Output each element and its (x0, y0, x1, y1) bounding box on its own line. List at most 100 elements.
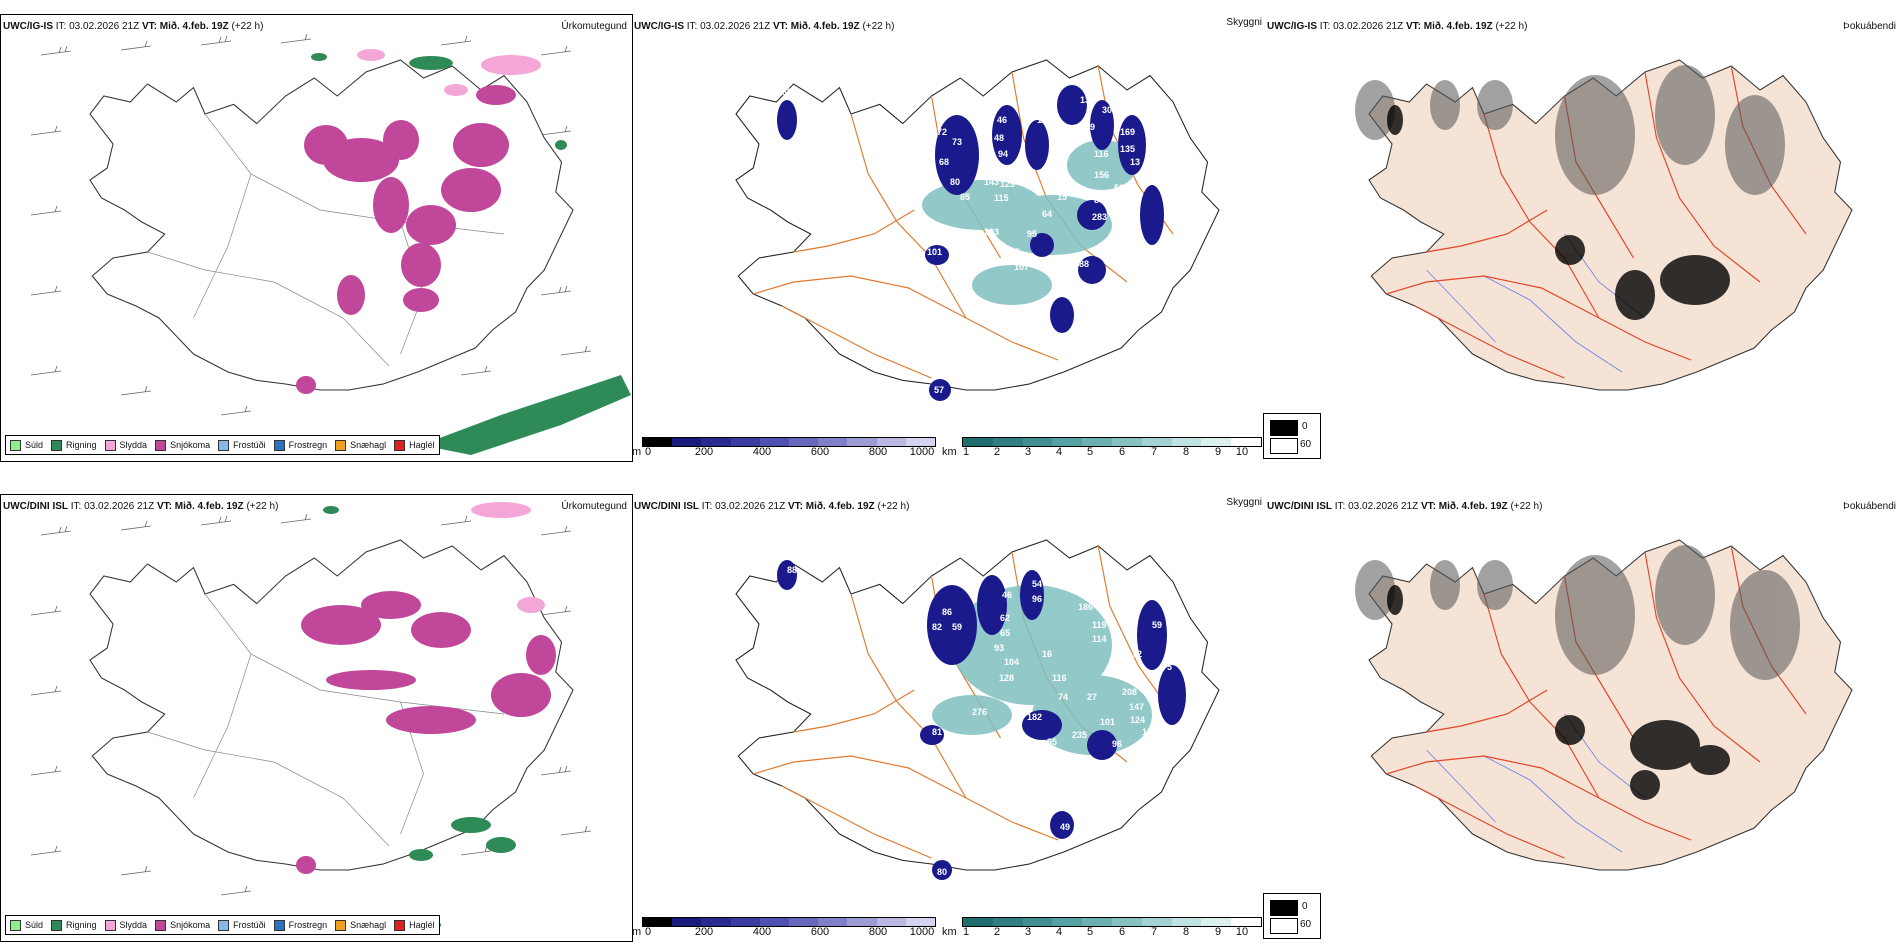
fog-map-1 (1355, 59, 1853, 391)
legend-item-frostudi: Frostúði (218, 439, 266, 451)
cloudbase-colorbar-1: m 0 200 400 600 800 1000 (632, 437, 937, 471)
vis-label: 92 (1027, 102, 1037, 112)
vis-label: 104 (1004, 657, 1019, 667)
visibility-title-2: Skyggni (1226, 497, 1262, 508)
vis-label: 105 (972, 105, 987, 115)
vis-label: 235 (1072, 730, 1087, 740)
legend-item-snaehagl: Snæhagl (335, 439, 386, 451)
vis-label: 48 (994, 133, 1004, 143)
vis-label: 16 (1042, 649, 1052, 659)
vis-label: 88 (787, 565, 797, 575)
vis-label: 52 (1114, 183, 1124, 193)
visibility-colorbar-2: km 1 2 3 4 5 6 7 8 9 10 (942, 917, 1264, 951)
vis-label: 85 (960, 192, 970, 202)
vis-label: 172 (1127, 649, 1142, 659)
cloudbase-colorbar-2: m 0 200 400 600 800 1000 (632, 917, 937, 951)
vis-label: 120 (1037, 115, 1052, 125)
lead-time: (+22 h) (231, 21, 264, 32)
vis-label: 80 (950, 177, 960, 187)
precip-panel-frame-2 (0, 494, 633, 942)
vis-label: 182 (1110, 197, 1125, 207)
legend-item-frostregn: Frostregn (273, 919, 327, 931)
vis-label: 252 (1072, 572, 1087, 582)
vt-label: VT: (141, 21, 157, 32)
vis-label: 101 (1142, 749, 1157, 759)
fog-header-2: UWC/DINI ISL IT: 03.02.2026 21Z VT: Mið.… (1267, 501, 1543, 512)
vis-label: 80 (782, 87, 792, 97)
vis-label: 81 (932, 727, 942, 737)
visibility-values-1: 80 86 72 73 68 80 85 105 143 129 115 46 … (782, 87, 1144, 395)
vis-label: 96 (1112, 739, 1122, 749)
vis-label: 82 (932, 622, 942, 632)
vis-label: 169 (1120, 127, 1135, 137)
vis-label: 143 (984, 177, 999, 187)
legend-item-sudd: Súld (10, 439, 43, 451)
vis-label: 46 (997, 115, 1007, 125)
visibility-map-2: 88 22 86 82 59 54 46 96 62 65 252 186 11… (735, 539, 1220, 880)
vis-label: 388 (1074, 259, 1089, 269)
vis-label: 95 (1027, 229, 1037, 239)
fog-legend-1: 0 60 (1263, 413, 1321, 459)
vis-label: 101 (927, 247, 942, 257)
precip-title-2: Úrkomutegund (561, 501, 627, 512)
visibility-colorbar-1: km 1 2 3 4 5 6 7 8 9 10 (942, 437, 1264, 471)
vis-label: 68 (939, 157, 949, 167)
legend-item-frostregn: Frostregn (273, 439, 327, 451)
precip-title-1: Úrkomutegund (561, 21, 627, 32)
legend-item-rigning: Rigning (51, 439, 97, 451)
vis-label: 203 (984, 227, 999, 237)
it-label: IT: (55, 21, 67, 32)
vt-value: Mið. 4.feb. 19Z (159, 21, 229, 32)
precip-header-2: UWC/DINI ISL IT: 03.02.2026 21Z VT: Mið.… (3, 501, 279, 512)
vis-label: 64 (1042, 209, 1052, 219)
precip-panel-frame-1 (0, 14, 633, 462)
vis-label: 54 (1032, 579, 1042, 589)
vis-label: 86 (942, 607, 952, 617)
legend-item-slydda: Slydda (104, 919, 147, 931)
vis-label: 65 (1000, 628, 1010, 638)
vis-label: 15 (1057, 192, 1067, 202)
vis-label: 94 (998, 149, 1008, 159)
vis-label: 124 (1130, 715, 1145, 725)
legend-item-rigning: Rigning (51, 919, 97, 931)
visibility-values-2: 88 22 86 82 59 54 46 96 62 65 252 186 11… (787, 565, 1172, 877)
vis-label: 147 (1129, 702, 1144, 712)
visibility-header-1: UWC/IG-IS IT: 03.02.2026 21Z VT: Mið. 4.… (634, 21, 895, 32)
fog-legend-2: 0 60 (1263, 893, 1321, 939)
vis-label: 46 (1002, 590, 1012, 600)
precip-panel-2: UWC/DINI ISL IT: 03.02.2026 21Z VT: Mið.… (1, 495, 631, 940)
vis-label: 186 (1052, 170, 1067, 180)
vis-label: 73 (1094, 295, 1104, 305)
vis-label: 30 (1102, 105, 1112, 115)
legend-item-snjokoma: Snjókoma (155, 439, 210, 451)
fog-title-2: Þokuábendi (1843, 501, 1896, 512)
legend-item-sudd: Súld (10, 919, 43, 931)
vis-label: 179 (1080, 122, 1095, 132)
vis-label: 115 (994, 193, 1009, 203)
precip-map-1 (30, 33, 631, 455)
legend-item-snaehagl: Snæhagl (335, 919, 386, 931)
legend-item-snjokoma: Snjókoma (155, 919, 210, 931)
fog-header-1: UWC/IG-IS IT: 03.02.2026 21Z VT: Mið. 4.… (1267, 21, 1528, 32)
vis-label: 283 (1092, 212, 1107, 222)
fog-panel-1: UWC/IG-IS IT: 03.02.2026 21Z VT: Mið. 4.… (1265, 15, 1900, 460)
vis-label: 22 (817, 597, 827, 607)
legend-item-frostudi: Frostúði (218, 919, 266, 931)
vis-label: 116 (1094, 149, 1109, 159)
vis-label: 96 (1032, 594, 1042, 604)
vis-label: 121 (1052, 260, 1067, 270)
vis-label: 75 (1162, 662, 1172, 672)
vis-label: 182 (1027, 712, 1042, 722)
it-value: 03.02.2026 21Z (69, 21, 140, 32)
vis-label: 70 (1134, 257, 1144, 267)
vis-label: 80 (937, 867, 947, 877)
fog-panel-2: UWC/DINI ISL IT: 03.02.2026 21Z VT: Mið.… (1265, 495, 1900, 940)
vis-label: 95 (1092, 772, 1102, 782)
vis-label: 86 (802, 117, 812, 127)
vis-label: 129 (1000, 179, 1015, 189)
vis-label: 107 (1014, 262, 1029, 272)
vis-label: 101 (1100, 717, 1115, 727)
vis-label: 62 (1000, 613, 1010, 623)
precip-legend-2: Súld Rigning Slydda Snjókoma Frostúði Fr… (5, 915, 440, 935)
vis-label: 89 (1094, 195, 1104, 205)
